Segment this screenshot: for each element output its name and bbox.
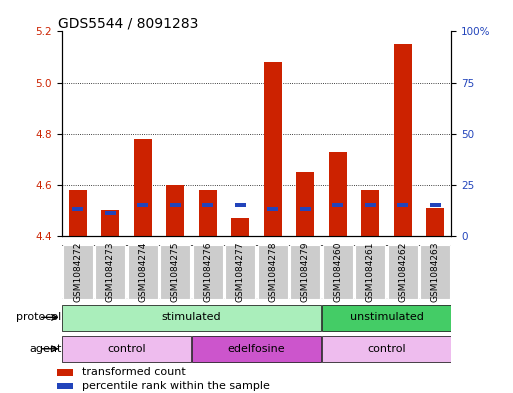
Text: GSM1084277: GSM1084277 [236, 242, 245, 302]
Bar [264, 62, 282, 236]
Bar [134, 139, 152, 236]
Bar [235, 203, 246, 207]
Text: GDS5544 / 8091283: GDS5544 / 8091283 [57, 16, 198, 30]
Bar [426, 208, 444, 236]
Bar [365, 203, 376, 207]
Text: GSM1084260: GSM1084260 [333, 242, 342, 302]
Bar [170, 203, 181, 207]
Bar [128, 245, 157, 299]
Text: agent: agent [29, 344, 62, 354]
Text: transformed count: transformed count [82, 367, 185, 377]
Bar [225, 245, 255, 299]
Bar [361, 190, 379, 236]
Text: GSM1084276: GSM1084276 [203, 242, 212, 302]
Text: GSM1084263: GSM1084263 [431, 242, 440, 302]
Text: control: control [107, 344, 146, 354]
Bar [420, 245, 450, 299]
Text: GSM1084279: GSM1084279 [301, 242, 310, 302]
Bar [329, 152, 347, 236]
Bar [166, 185, 184, 236]
Bar [199, 190, 216, 236]
Bar [203, 203, 213, 207]
Bar [95, 245, 125, 299]
Bar [62, 336, 191, 362]
Bar [258, 245, 288, 299]
Bar [62, 305, 321, 331]
Text: GSM1084278: GSM1084278 [268, 242, 277, 302]
Bar [356, 245, 385, 299]
Bar [394, 44, 411, 236]
Bar [161, 245, 190, 299]
Text: protocol: protocol [16, 312, 62, 322]
Bar [69, 190, 87, 236]
Bar [388, 245, 418, 299]
Text: GSM1084261: GSM1084261 [366, 242, 374, 302]
Bar [300, 207, 310, 211]
Bar [323, 245, 352, 299]
Bar [193, 245, 223, 299]
Bar [63, 245, 93, 299]
Bar [231, 218, 249, 236]
Bar [102, 210, 119, 236]
Bar [297, 172, 314, 236]
Text: GSM1084272: GSM1084272 [73, 242, 82, 302]
Text: GSM1084273: GSM1084273 [106, 242, 115, 302]
Bar [322, 305, 451, 331]
Bar [56, 382, 73, 389]
Text: GSM1084275: GSM1084275 [171, 242, 180, 302]
Text: unstimulated: unstimulated [349, 312, 423, 322]
Bar [56, 369, 73, 376]
Bar [322, 336, 451, 362]
Bar [267, 207, 278, 211]
Text: GSM1084262: GSM1084262 [398, 242, 407, 302]
Bar [105, 211, 115, 215]
Text: GSM1084274: GSM1084274 [139, 242, 147, 302]
Text: edelfosine: edelfosine [228, 344, 285, 354]
Bar [290, 245, 320, 299]
Bar [332, 203, 343, 207]
Bar [72, 207, 83, 211]
Bar [398, 203, 408, 207]
Bar [430, 203, 441, 207]
Bar [192, 336, 321, 362]
Bar [137, 203, 148, 207]
Text: percentile rank within the sample: percentile rank within the sample [82, 381, 269, 391]
Text: stimulated: stimulated [162, 312, 221, 322]
Text: control: control [367, 344, 406, 354]
